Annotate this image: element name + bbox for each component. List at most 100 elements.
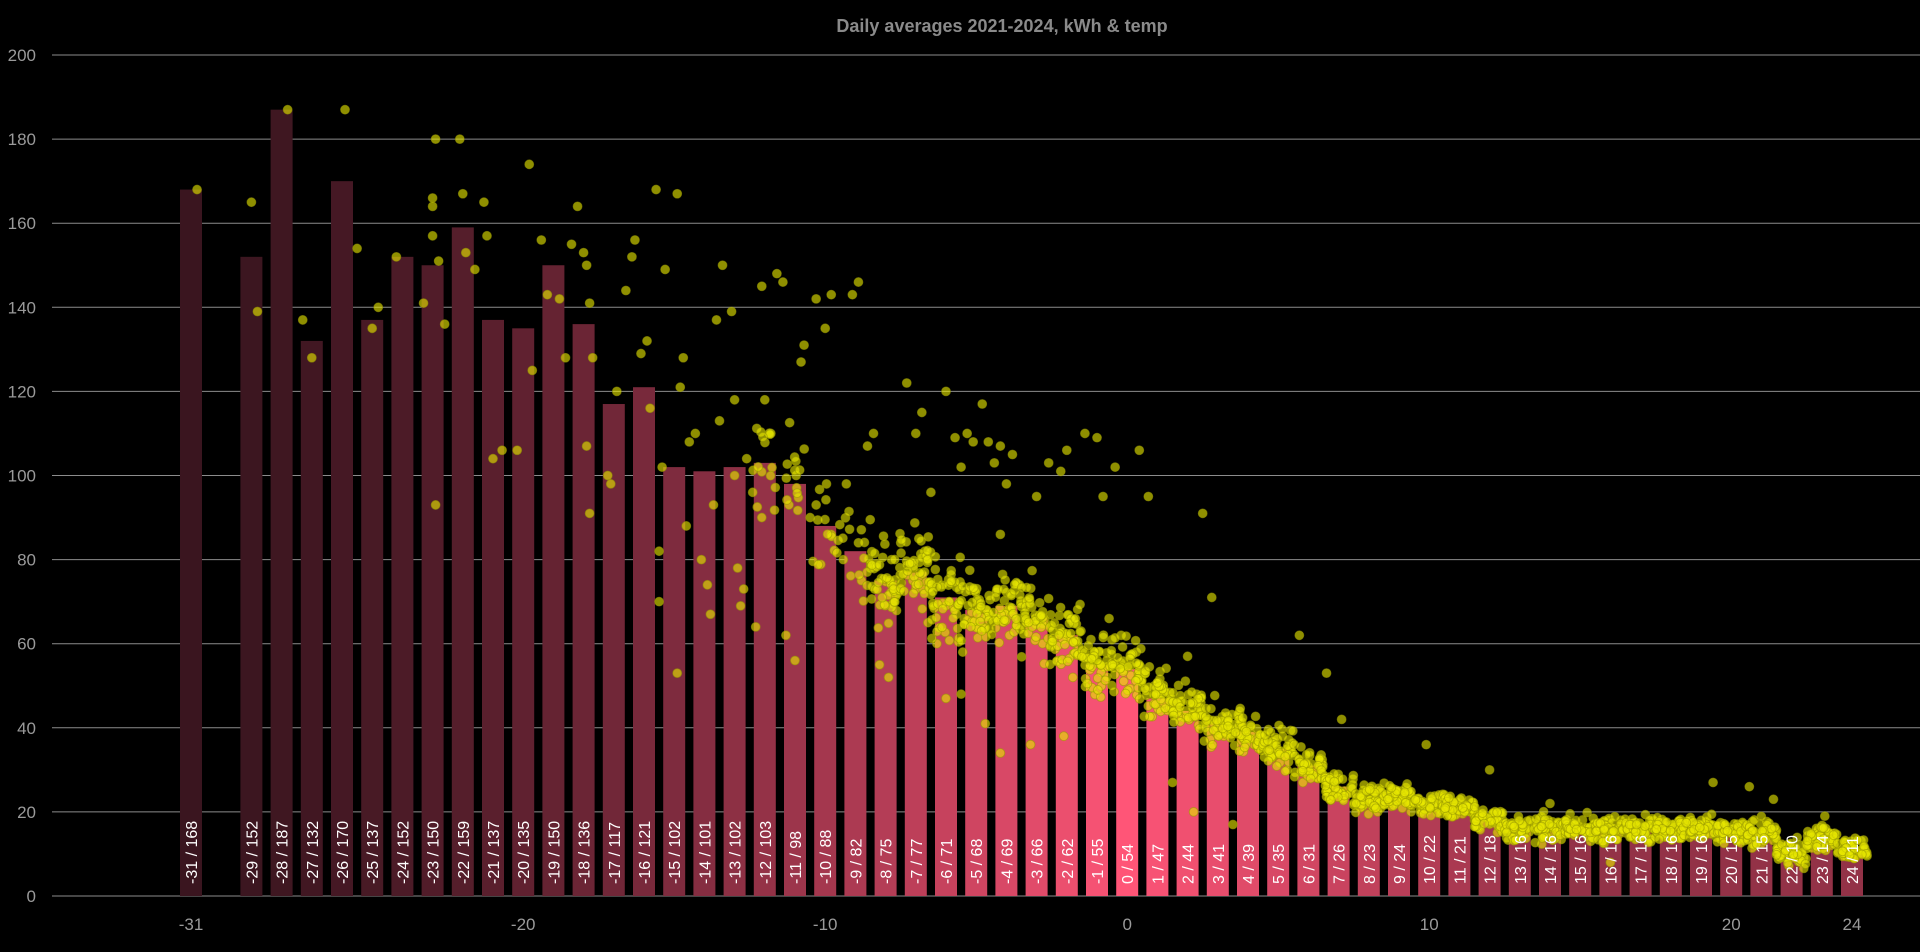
scatter-point (944, 635, 955, 646)
scatter-point (1110, 632, 1120, 643)
scatter-point (1107, 659, 1118, 670)
scatter-point (831, 547, 842, 558)
scatter-point (690, 428, 701, 439)
scatter-point (1200, 711, 1211, 722)
scatter-point (998, 584, 1009, 595)
scatter-point (1608, 826, 1619, 837)
scatter-point (726, 306, 737, 317)
scatter-point (845, 570, 856, 581)
x-tick-label: -10 (813, 915, 838, 934)
scatter-point (1207, 739, 1218, 750)
bar (1448, 807, 1471, 896)
scatter-point (1766, 823, 1777, 834)
scatter-point (869, 548, 880, 559)
scatter-point (427, 230, 438, 241)
bar (1659, 828, 1682, 896)
scatter-point (602, 470, 613, 481)
x-tick-label: -20 (511, 915, 536, 934)
bar (421, 265, 444, 896)
scatter-point (1294, 630, 1305, 641)
scatter-point (847, 289, 858, 300)
bar-data-label: 16 / 16 (1603, 835, 1620, 884)
bar-data-label: 12 / 18 (1483, 835, 1500, 884)
scatter-point (950, 432, 960, 443)
scatter-point (391, 251, 402, 262)
scatter-point (941, 693, 951, 704)
scatter-point (989, 457, 1000, 468)
scatter-point (572, 201, 583, 212)
scatter-point (923, 531, 934, 542)
bar (361, 319, 384, 896)
scatter-point (536, 235, 547, 245)
scatter-point (820, 323, 831, 334)
bar (844, 551, 867, 896)
scatter-point (587, 352, 598, 363)
scatter-point (1055, 602, 1066, 613)
y-tick-label: 140 (8, 298, 36, 317)
scatter-point (946, 576, 957, 587)
bar (1267, 748, 1290, 896)
scatter-point (1185, 698, 1196, 709)
scatter-point (1109, 669, 1120, 680)
scatter-point (781, 630, 791, 641)
y-tick-label: 100 (8, 467, 36, 486)
scatter-point (427, 201, 438, 212)
scatter-point (702, 579, 713, 590)
scatter-point (1545, 798, 1555, 809)
scatter-point (1280, 766, 1291, 777)
scatter-point (999, 595, 1010, 606)
scatter-point (735, 600, 746, 611)
x-tick-label: 20 (1722, 915, 1741, 934)
bar (935, 597, 957, 896)
scatter-point (1271, 761, 1282, 771)
scatter-point (1098, 630, 1109, 641)
bar (1478, 820, 1501, 896)
bar-data-label: -13 / 102 (728, 821, 745, 884)
bar-data-label: 11 / 21 (1452, 836, 1469, 884)
scatter-point (799, 340, 809, 351)
scatter-point (1120, 688, 1131, 699)
scatter-point (778, 277, 788, 287)
scatter-point (282, 104, 293, 115)
bar-data-label: -31 / 168 (184, 821, 201, 884)
scatter-point (910, 428, 921, 439)
scatter-point (1274, 720, 1284, 731)
bar-data-label: 4 / 39 (1241, 844, 1258, 884)
scatter-point (821, 494, 831, 505)
scatter-point (1139, 711, 1150, 722)
bar-data-label: -11 / 98 (788, 831, 805, 884)
scatter-point (858, 553, 869, 564)
scatter-point (759, 394, 770, 405)
bar (965, 610, 988, 896)
scatter-point (1068, 637, 1079, 647)
bar-data-label: -8 / 75 (879, 839, 896, 884)
scatter-point (1443, 792, 1454, 803)
scatter-point (1211, 715, 1222, 726)
scatter-point (1665, 826, 1676, 836)
scatter-point (1421, 739, 1432, 750)
scatter-point (488, 453, 498, 464)
scatter-point (813, 559, 824, 570)
scatter-point (741, 453, 752, 464)
scatter-point (1768, 794, 1779, 805)
y-tick-label: 40 (17, 719, 36, 738)
scatter-point (1538, 806, 1549, 817)
scatter-point (1640, 821, 1650, 832)
scatter-point (1043, 457, 1054, 468)
scatter-point (854, 569, 865, 580)
scatter-point (841, 479, 852, 489)
scatter-point (1025, 739, 1036, 750)
scatter-point (750, 621, 761, 632)
scatter-point (1547, 835, 1558, 846)
bar-data-label: -12 / 103 (758, 821, 775, 884)
scatter-point (968, 436, 979, 447)
scatter-point (927, 586, 938, 597)
scatter-point (756, 281, 767, 292)
bar-data-label: -25 / 137 (365, 821, 382, 884)
scatter-point (1364, 784, 1375, 795)
scatter-point (769, 505, 780, 516)
scatter-point (1348, 770, 1359, 781)
bar-data-label: 8 / 23 (1362, 844, 1379, 884)
scatter-point (1399, 787, 1410, 798)
scatter-point (627, 251, 637, 262)
